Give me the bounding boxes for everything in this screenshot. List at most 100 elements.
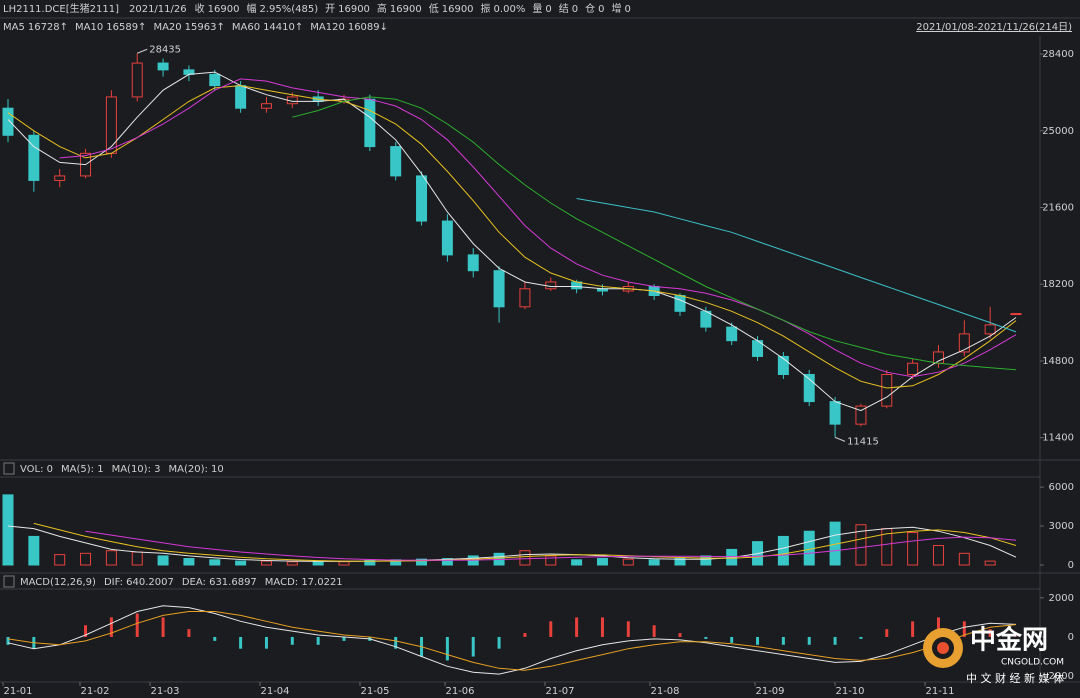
volume-bar bbox=[286, 561, 298, 566]
candle-body bbox=[726, 326, 738, 342]
y-tick-label: 28400 bbox=[1042, 49, 1074, 60]
x-tick-label: 21-10 bbox=[835, 686, 864, 697]
volume-bar bbox=[932, 545, 944, 566]
watermark: 中金网 CNGOLD.COM 中 文 财 经 新 媒 体 bbox=[923, 625, 1064, 685]
volume-bar bbox=[157, 555, 169, 566]
legend-text: DEA: 631.6897 bbox=[182, 577, 257, 588]
volume-bar bbox=[596, 558, 608, 566]
annotation: 28435 bbox=[149, 44, 181, 55]
header-text: MA10 bbox=[75, 22, 103, 33]
y-tick-label: 6000 bbox=[1049, 482, 1074, 493]
ma-line bbox=[59, 78, 1017, 378]
annotation-arrow bbox=[834, 436, 846, 442]
candle-body bbox=[131, 62, 143, 98]
volume-bar bbox=[648, 559, 660, 566]
volume-bar bbox=[2, 494, 14, 566]
x-tick-label: 21-01 bbox=[3, 686, 32, 697]
candle-body bbox=[260, 103, 272, 109]
x-tick-label: 21-07 bbox=[545, 686, 574, 697]
volume-bar bbox=[338, 561, 350, 566]
legend-text: MA(5): 1 bbox=[61, 464, 104, 475]
volume-bar bbox=[958, 552, 970, 566]
volume-bar bbox=[105, 550, 117, 566]
legend-text: MA(10): 3 bbox=[112, 464, 161, 475]
header-text: 增 bbox=[611, 2, 621, 15]
header-text: 16900 bbox=[390, 4, 422, 15]
candle-body bbox=[416, 175, 428, 222]
ma-line bbox=[85, 530, 1017, 561]
candle-body bbox=[157, 62, 169, 71]
candle-body bbox=[364, 98, 376, 148]
volume-bar bbox=[54, 554, 66, 566]
header-text: 低 bbox=[429, 2, 439, 15]
header-text: 16089↓ bbox=[348, 22, 388, 33]
volume-bar bbox=[131, 551, 143, 566]
candle-body bbox=[777, 355, 789, 376]
x-tick-label: 21-11 bbox=[925, 686, 954, 697]
candle-body bbox=[855, 405, 867, 425]
help-icon[interactable] bbox=[3, 575, 15, 588]
header-text: 16589↑ bbox=[106, 22, 146, 33]
help-icon[interactable] bbox=[3, 462, 15, 475]
logo bbox=[937, 642, 949, 654]
volume-bar bbox=[571, 559, 583, 566]
candle-body bbox=[390, 146, 402, 177]
volume-bar bbox=[907, 532, 919, 566]
volume-bar bbox=[803, 530, 815, 566]
x-tick-label: 21-04 bbox=[260, 686, 289, 697]
ma-line bbox=[7, 525, 1017, 562]
candle-body bbox=[493, 270, 505, 308]
annotation: 11415 bbox=[847, 436, 879, 447]
volume-bar bbox=[28, 535, 40, 566]
legend-text: MACD(12,26,9) bbox=[20, 577, 96, 588]
x-tick-label: 21-02 bbox=[80, 686, 109, 697]
y-tick-label: -2000 bbox=[1045, 671, 1074, 682]
legend-text: VOL: 0 bbox=[20, 464, 53, 475]
candle-body bbox=[28, 134, 40, 181]
volume-bar bbox=[855, 524, 867, 566]
volume-bar bbox=[80, 552, 92, 566]
x-tick-label: 21-08 bbox=[650, 686, 679, 697]
header-text: 16900 bbox=[208, 4, 240, 15]
candle-body bbox=[674, 295, 686, 312]
header-text: 16900 bbox=[442, 4, 474, 15]
header-text: 2021/11/26 bbox=[129, 4, 187, 15]
x-tick-label: 21-05 bbox=[360, 686, 389, 697]
volume-bar bbox=[700, 555, 712, 566]
x-tick-label: 21-03 bbox=[150, 686, 179, 697]
header-text: 收 bbox=[195, 2, 205, 15]
candle-body bbox=[545, 281, 557, 290]
annotation-arrow bbox=[137, 48, 148, 54]
header-text: MA5 bbox=[3, 22, 25, 33]
volume-bar bbox=[441, 558, 453, 566]
header-text: MA20 bbox=[153, 22, 181, 33]
volume-bar bbox=[674, 558, 686, 566]
header-text: 量 bbox=[532, 3, 542, 15]
volume-bar bbox=[235, 560, 247, 566]
ma-line bbox=[292, 96, 1017, 371]
volume-bar bbox=[209, 559, 221, 566]
header-text: 结 bbox=[559, 2, 569, 15]
header-text: 0.00% bbox=[494, 4, 526, 15]
candle-body bbox=[958, 333, 970, 353]
y-tick-label: 14800 bbox=[1042, 356, 1074, 367]
range-label[interactable]: 2021/01/08-2021/11/26(214日) bbox=[916, 22, 1072, 33]
ma-line bbox=[33, 522, 1017, 562]
candle-body bbox=[519, 288, 531, 308]
x-tick-label: 21-06 bbox=[445, 686, 474, 697]
volume-bar bbox=[984, 560, 996, 566]
y-tick-label: 2000 bbox=[1049, 593, 1074, 604]
header-text: 振 bbox=[481, 2, 491, 15]
candle-body bbox=[829, 401, 841, 425]
volume-bar bbox=[364, 559, 376, 566]
candle-body bbox=[441, 220, 453, 256]
volume-bar bbox=[545, 555, 557, 566]
legend-text: DIF: 640.2007 bbox=[104, 577, 174, 588]
header-text: 2.95%(485) bbox=[259, 4, 318, 15]
ma-line bbox=[576, 198, 1017, 333]
candle-body bbox=[803, 374, 815, 403]
header-text: 0 bbox=[545, 4, 551, 15]
ma-line bbox=[7, 85, 1017, 389]
